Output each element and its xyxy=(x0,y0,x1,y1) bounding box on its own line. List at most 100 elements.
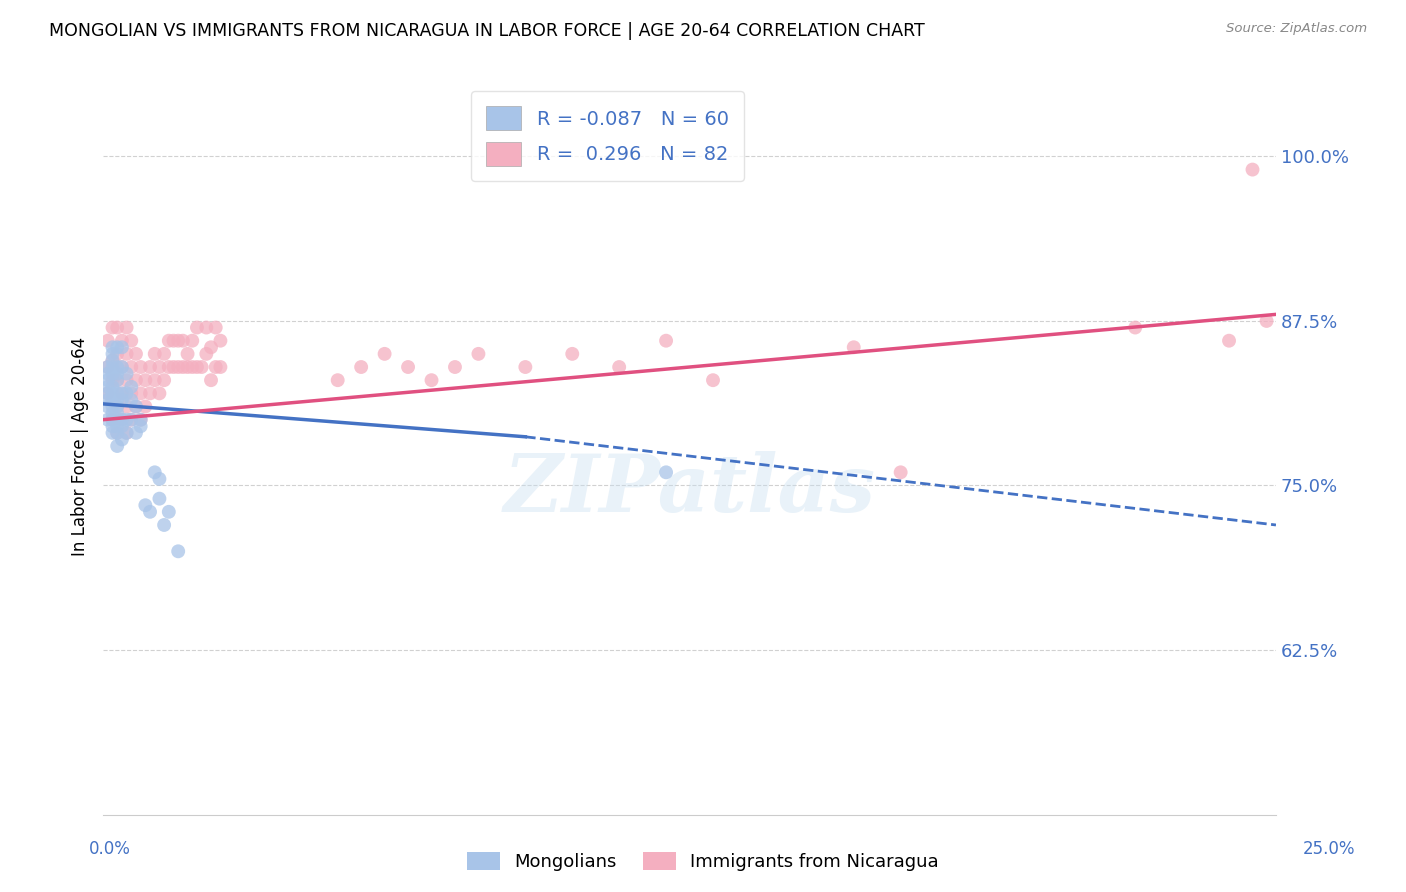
Point xyxy=(134,373,156,387)
Point xyxy=(111,334,134,348)
Point xyxy=(120,412,142,426)
Text: 0.0%: 0.0% xyxy=(89,840,131,858)
Point xyxy=(176,347,198,361)
Point xyxy=(105,425,128,440)
Point xyxy=(105,425,128,440)
Point xyxy=(101,406,124,420)
Point xyxy=(129,386,152,401)
Point xyxy=(195,347,218,361)
Point xyxy=(143,347,166,361)
Point xyxy=(167,544,190,558)
Point xyxy=(115,412,138,426)
Point xyxy=(105,406,128,420)
Point xyxy=(139,359,162,374)
Point xyxy=(890,466,912,480)
Point xyxy=(162,359,184,374)
Point xyxy=(101,425,124,440)
Point xyxy=(157,505,180,519)
Point xyxy=(105,412,128,426)
Point xyxy=(105,347,128,361)
Point xyxy=(120,380,142,394)
Point xyxy=(115,320,138,334)
Point xyxy=(200,373,222,387)
Point xyxy=(111,392,134,407)
Point xyxy=(374,347,396,361)
Point xyxy=(515,359,537,374)
Point xyxy=(111,412,134,426)
Point xyxy=(209,359,232,374)
Point xyxy=(105,340,128,354)
Point xyxy=(101,400,124,414)
Point xyxy=(350,359,373,374)
Point xyxy=(101,340,124,354)
Point xyxy=(172,359,194,374)
Point xyxy=(105,367,128,381)
Point xyxy=(195,320,218,334)
Point xyxy=(655,334,678,348)
Point xyxy=(97,392,120,407)
Point xyxy=(125,347,148,361)
Point xyxy=(111,386,134,401)
Point xyxy=(143,373,166,387)
Point xyxy=(129,419,152,434)
Point xyxy=(326,373,349,387)
Point xyxy=(101,380,124,394)
Point xyxy=(157,359,180,374)
Point xyxy=(115,400,138,414)
Point xyxy=(186,320,208,334)
Point xyxy=(125,425,148,440)
Point xyxy=(129,412,152,426)
Point xyxy=(101,373,124,387)
Point xyxy=(209,334,232,348)
Point xyxy=(105,419,128,434)
Point xyxy=(162,334,184,348)
Point xyxy=(181,334,204,348)
Point xyxy=(101,347,124,361)
Point xyxy=(97,380,120,394)
Point xyxy=(101,367,124,381)
Point xyxy=(190,359,212,374)
Point xyxy=(167,334,190,348)
Point xyxy=(148,359,170,374)
Point xyxy=(842,340,865,354)
Point xyxy=(655,466,678,480)
Point xyxy=(97,373,120,387)
Point xyxy=(204,359,226,374)
Point xyxy=(105,439,128,453)
Point xyxy=(105,373,128,387)
Point xyxy=(172,334,194,348)
Point xyxy=(125,373,148,387)
Text: MONGOLIAN VS IMMIGRANTS FROM NICARAGUA IN LABOR FORCE | AGE 20-64 CORRELATION CH: MONGOLIAN VS IMMIGRANTS FROM NICARAGUA I… xyxy=(49,22,925,40)
Point xyxy=(134,498,156,512)
Point xyxy=(101,386,124,401)
Point xyxy=(101,320,124,334)
Point xyxy=(105,400,128,414)
Point xyxy=(97,367,120,381)
Point xyxy=(115,425,138,440)
Point xyxy=(143,466,166,480)
Point xyxy=(97,386,120,401)
Point xyxy=(115,425,138,440)
Point xyxy=(115,386,138,401)
Point xyxy=(97,400,120,414)
Point xyxy=(167,359,190,374)
Point xyxy=(111,359,134,374)
Point xyxy=(101,392,124,407)
Point xyxy=(607,359,630,374)
Point xyxy=(97,359,120,374)
Legend: Mongolians, Immigrants from Nicaragua: Mongolians, Immigrants from Nicaragua xyxy=(460,845,946,879)
Point xyxy=(101,412,124,426)
Point xyxy=(702,373,724,387)
Point xyxy=(111,359,134,374)
Point xyxy=(101,419,124,434)
Point xyxy=(148,491,170,506)
Point xyxy=(125,400,148,414)
Point xyxy=(111,433,134,447)
Point xyxy=(153,518,176,533)
Point xyxy=(105,400,128,414)
Point xyxy=(105,392,128,407)
Point xyxy=(115,373,138,387)
Point xyxy=(120,359,142,374)
Point xyxy=(120,334,142,348)
Text: ZIPatlas: ZIPatlas xyxy=(503,451,876,529)
